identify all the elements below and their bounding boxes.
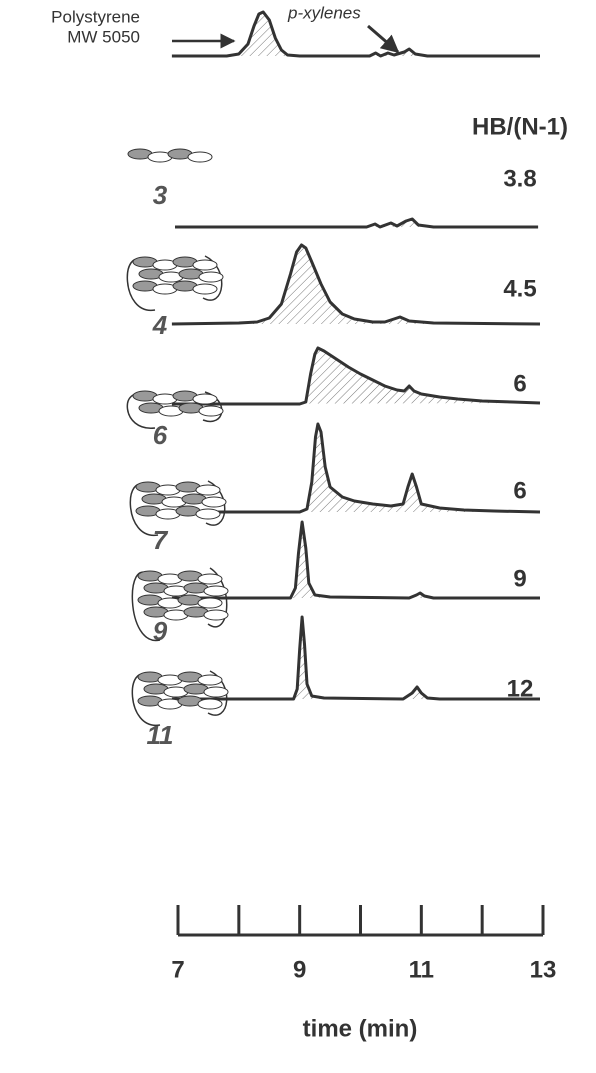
icon-ring (192, 393, 218, 405)
molecule-icon (127, 148, 213, 163)
trace (171, 422, 541, 514)
icon-ring (192, 259, 218, 271)
icon-ring (195, 508, 221, 520)
icon-ring (197, 597, 223, 609)
trace-fill (171, 617, 540, 699)
arrow (367, 24, 400, 54)
hb-header: HB/(N-1) (472, 113, 568, 140)
x-axis-label: time (min) (303, 1015, 418, 1042)
trace-fill (171, 245, 540, 324)
hb-value: 3.8 (503, 165, 536, 192)
molecule-icon (126, 255, 224, 311)
icon-ring (197, 698, 223, 710)
trace (171, 346, 541, 406)
trace-fill (171, 424, 540, 512)
icon-ring (197, 674, 223, 686)
trace (171, 615, 540, 701)
icon-ring (198, 271, 224, 283)
trace (175, 217, 539, 229)
icon-ring (203, 585, 229, 597)
icon-ring (198, 405, 224, 417)
hb-value: 4.5 (503, 275, 536, 302)
x-tick-label: 11 (409, 956, 434, 983)
trace-fill (171, 12, 540, 56)
compound-label: 3 (153, 180, 168, 210)
compound-label: 4 (152, 310, 168, 340)
trace-fill (171, 348, 540, 404)
molecule-icon (131, 670, 229, 726)
trace (171, 520, 540, 600)
annotation: MW 5050 (67, 27, 140, 46)
trace-fill (171, 522, 540, 598)
x-tick-label: 7 (171, 956, 184, 983)
annotation: p-xylenes (287, 3, 361, 22)
compound-label: 7 (153, 525, 169, 555)
x-tick-label: 9 (293, 956, 306, 983)
molecule-icon (131, 567, 229, 641)
compound-label: 9 (153, 616, 168, 646)
annotation: Polystyrene (51, 7, 140, 26)
trace (171, 10, 540, 58)
icon-ring (197, 573, 223, 585)
trace (171, 243, 541, 326)
icon-ring (201, 496, 227, 508)
hb-value: 9 (513, 565, 526, 592)
molecule-icon (126, 390, 224, 429)
icon-ring (192, 283, 218, 295)
x-tick-label: 13 (530, 956, 557, 983)
hb-value: 12 (507, 675, 534, 702)
icon-ring (195, 484, 221, 496)
compound-label: 6 (153, 420, 168, 450)
hb-value: 6 (513, 370, 526, 397)
icon-ring (203, 609, 229, 621)
molecule-icon (129, 480, 227, 536)
hb-value: 6 (513, 477, 526, 504)
icon-ring (187, 151, 213, 163)
icon-ring (203, 686, 229, 698)
